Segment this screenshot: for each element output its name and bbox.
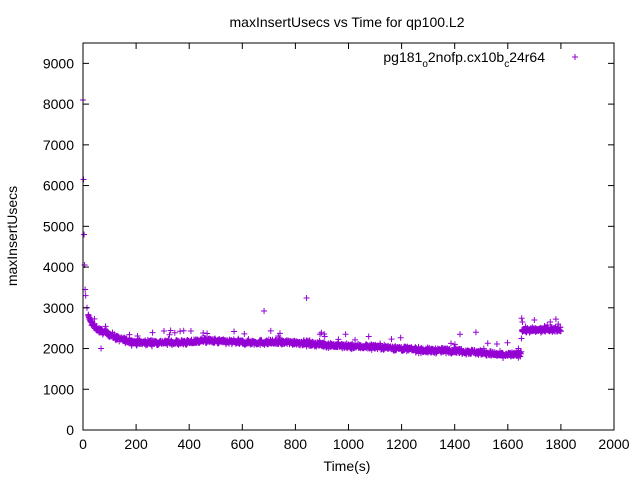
data-point [321, 333, 328, 340]
y-tick-label: 1000 [43, 381, 74, 397]
data-point [448, 340, 455, 347]
data-point [515, 345, 522, 352]
data-point [167, 327, 174, 334]
data-point [180, 327, 187, 334]
data-point [472, 329, 479, 336]
legend-marker [572, 54, 578, 60]
y-tick-label: 7000 [43, 137, 74, 153]
x-tick-label: 200 [124, 436, 148, 452]
data-point [98, 345, 105, 352]
data-point [204, 330, 211, 337]
data-point [261, 308, 268, 315]
data-point [80, 176, 87, 183]
data-points [80, 97, 564, 362]
x-tick-label: 1000 [333, 436, 364, 452]
data-point [518, 335, 525, 342]
legend-label-sub2: c [504, 59, 509, 70]
x-tick-label: 2000 [598, 436, 629, 452]
data-point [171, 329, 178, 336]
data-point [81, 231, 88, 238]
data-point [451, 341, 458, 348]
data-point [82, 292, 89, 299]
x-tick-label: 800 [284, 436, 308, 452]
data-point [91, 315, 98, 322]
data-point [555, 321, 562, 328]
y-tick-label: 3000 [43, 300, 74, 316]
x-tick-label: 0 [79, 436, 87, 452]
data-point [547, 319, 554, 326]
data-point [504, 339, 511, 346]
x-tick-label: 1800 [545, 436, 576, 452]
legend-label-tail: 24r64 [509, 49, 545, 65]
y-tick-label: 5000 [43, 218, 74, 234]
data-point [484, 340, 491, 347]
legend-marker-plus [572, 54, 578, 60]
x-tick-label: 1400 [439, 436, 470, 452]
data-point [149, 329, 156, 336]
chart-title: maxInsertUsecs vs Time for qp100.L2 [230, 14, 465, 30]
data-point [493, 340, 500, 347]
x-tick-label: 600 [231, 436, 255, 452]
y-axis: 0 1000 2000 3000 4000 5000 6000 7000 8000 9000 [43, 55, 614, 438]
data-point [276, 330, 283, 337]
data-point [352, 336, 359, 343]
data-point [241, 330, 248, 337]
data-point [160, 327, 167, 334]
data-point [518, 315, 525, 322]
data-point [519, 319, 526, 326]
data-point [303, 295, 310, 302]
data-point [457, 331, 464, 338]
y-tick-label: 2000 [43, 341, 74, 357]
data-point [388, 336, 395, 343]
data-point [531, 317, 538, 324]
legend-label-sub1: o [422, 59, 428, 70]
x-axis-label: Time(s) [324, 458, 371, 474]
data-point [335, 336, 342, 343]
x-axis: 0 200 400 600 800 1000 1200 1400 1600 1800 2000 [79, 43, 630, 452]
x-tick-label: 400 [178, 436, 202, 452]
legend: pg181o2nofp.cx10bc24r64 [383, 49, 578, 70]
data-point [552, 316, 559, 323]
data-point [166, 331, 173, 338]
legend-label-mid: 2nofp.cx10b [428, 49, 504, 65]
data-point [544, 321, 551, 328]
y-tick-label: 0 [66, 422, 74, 438]
data-point [231, 328, 238, 335]
data-point [134, 332, 141, 339]
y-tick-label: 8000 [43, 96, 74, 112]
y-tick-label: 9000 [43, 55, 74, 71]
legend-label: pg181o2nofp.cx10bc24r64 [383, 49, 545, 70]
y-tick-label: 4000 [43, 259, 74, 275]
y-axis-label: maxInsertUsecs [4, 186, 20, 286]
data-point [365, 333, 372, 340]
data-point [518, 348, 525, 355]
data-point [397, 334, 404, 341]
x-tick-label: 1200 [386, 436, 417, 452]
data-point [557, 328, 564, 335]
data-point [267, 327, 274, 334]
data-point [318, 329, 325, 336]
data-point [187, 327, 194, 334]
x-tick-label: 1600 [492, 436, 523, 452]
legend-label-base: pg181 [383, 49, 422, 65]
y-tick-label: 6000 [43, 178, 74, 194]
data-point [126, 331, 133, 338]
data-point [342, 331, 349, 338]
